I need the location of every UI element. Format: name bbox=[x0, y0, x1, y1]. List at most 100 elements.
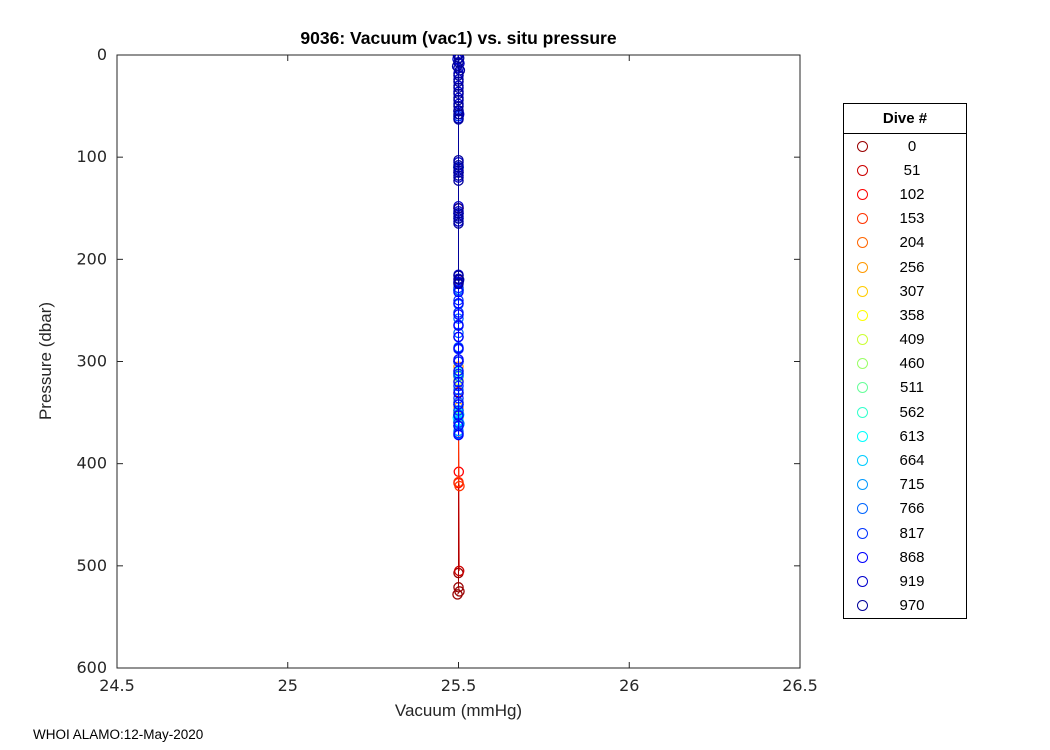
data-point bbox=[453, 331, 464, 343]
x-tick-label: 26 bbox=[619, 676, 639, 695]
legend-entry-label: 460 bbox=[899, 355, 925, 373]
legend-entry: 766 bbox=[844, 497, 966, 521]
legend-entry: 919 bbox=[844, 569, 966, 593]
y-axis-label: Pressure (dbar) bbox=[36, 301, 55, 421]
legend-entry-label: 51 bbox=[903, 161, 921, 179]
legend-marker-icon bbox=[857, 430, 868, 442]
legend-entry: 664 bbox=[844, 448, 966, 472]
legend-marker-icon bbox=[857, 455, 868, 467]
legend-entry-label: 613 bbox=[899, 427, 925, 445]
data-point bbox=[453, 270, 464, 281]
data-point bbox=[453, 170, 464, 181]
data-point bbox=[453, 100, 464, 112]
legend: Dive # 0 51 102 153 204 256 307 358 409 460 511 562… bbox=[843, 103, 967, 619]
data-point bbox=[453, 70, 464, 81]
data-point bbox=[453, 320, 464, 331]
legend-entry: 562 bbox=[844, 400, 966, 424]
y-tick-label: 200 bbox=[76, 249, 107, 268]
x-tick-label: 26.5 bbox=[782, 676, 818, 695]
legend-entry-label: 715 bbox=[899, 476, 925, 494]
legend-entry-label: 204 bbox=[899, 234, 925, 252]
legend-marker-icon bbox=[857, 334, 868, 346]
chart-title: 9036: Vacuum (vac1) vs. situ pressure bbox=[300, 28, 617, 48]
legend-entry-label: 766 bbox=[899, 500, 925, 518]
legend-entry-label: 102 bbox=[899, 185, 925, 203]
data-point bbox=[453, 55, 465, 64]
legend-entry: 0 bbox=[844, 134, 966, 158]
legend-marker-icon bbox=[857, 358, 868, 370]
data-point bbox=[453, 365, 464, 376]
legend-entry-label: 817 bbox=[899, 524, 925, 542]
data-point bbox=[453, 208, 464, 219]
data-point bbox=[453, 82, 464, 93]
data-point bbox=[453, 175, 464, 186]
legend-entry: 358 bbox=[844, 303, 966, 327]
legend-entry: 817 bbox=[844, 521, 966, 545]
x-tick-label: 25 bbox=[278, 676, 298, 695]
data-point bbox=[453, 278, 464, 290]
y-tick-label: 0 bbox=[97, 45, 107, 64]
legend-entry-label: 664 bbox=[899, 452, 925, 470]
legend-entry: 204 bbox=[844, 231, 966, 255]
data-point bbox=[453, 76, 464, 87]
legend-entry: 51 bbox=[844, 158, 966, 182]
data-point bbox=[453, 274, 465, 286]
legend-marker-icon bbox=[857, 600, 868, 612]
legend-marker-icon bbox=[857, 237, 868, 249]
legend-entries: 0 51 102 153 204 256 307 358 409 460 511 562 613 664 7… bbox=[844, 134, 966, 618]
legend-marker-icon bbox=[857, 406, 868, 418]
y-axis-ticks: 0 100 200 300 400 500 600 bbox=[76, 45, 800, 677]
data-point bbox=[453, 109, 464, 120]
legend-marker-icon bbox=[857, 503, 868, 515]
legend-entry-label: 256 bbox=[899, 258, 925, 276]
legend-entry-label: 511 bbox=[900, 379, 924, 397]
legend-marker-icon bbox=[857, 309, 868, 321]
legend-entry-label: 153 bbox=[899, 210, 925, 228]
data-point bbox=[454, 480, 465, 492]
data-point bbox=[453, 165, 464, 176]
legend-marker-icon bbox=[857, 164, 868, 176]
data-point bbox=[453, 565, 465, 577]
legend-marker-icon bbox=[857, 261, 868, 273]
data-point bbox=[453, 399, 464, 410]
legend-marker-icon bbox=[857, 479, 868, 491]
legend-entry: 460 bbox=[844, 352, 966, 376]
data-point bbox=[452, 589, 463, 600]
legend-entry-label: 970 bbox=[899, 597, 925, 615]
legend-entry: 868 bbox=[844, 545, 966, 569]
data-point bbox=[453, 410, 464, 421]
data-point bbox=[453, 429, 464, 441]
data-point bbox=[453, 354, 464, 365]
data-point bbox=[453, 160, 464, 171]
y-tick-label: 500 bbox=[76, 556, 107, 575]
legend-entry: 153 bbox=[844, 207, 966, 231]
x-tick-label: 24.5 bbox=[99, 676, 135, 695]
data-point bbox=[453, 213, 464, 224]
data-point bbox=[454, 65, 466, 76]
data-point bbox=[453, 203, 464, 214]
y-tick-label: 300 bbox=[76, 352, 107, 371]
data-point bbox=[453, 154, 464, 166]
data-point bbox=[453, 309, 464, 320]
legend-entry: 102 bbox=[844, 182, 966, 206]
legend-entry-label: 562 bbox=[899, 403, 925, 421]
data-point bbox=[453, 582, 464, 593]
legend-marker-icon bbox=[857, 188, 868, 200]
footer-note: WHOI ALAMO:12-May-2020 bbox=[33, 727, 204, 742]
legend-marker-icon bbox=[857, 527, 868, 539]
legend-entry-label: 358 bbox=[899, 306, 925, 324]
legend-entry: 511 bbox=[844, 376, 966, 400]
data-point bbox=[453, 218, 464, 229]
legend-entry: 613 bbox=[844, 424, 966, 448]
x-tick-label: 25.5 bbox=[441, 676, 477, 695]
legend-entry: 256 bbox=[844, 255, 966, 279]
data-point bbox=[453, 94, 464, 106]
legend-marker-icon bbox=[857, 285, 868, 297]
data-point bbox=[453, 342, 464, 354]
y-tick-label: 600 bbox=[76, 658, 107, 677]
data-point bbox=[453, 476, 464, 488]
legend-entry-label: 0 bbox=[907, 137, 917, 155]
y-tick-label: 100 bbox=[76, 147, 107, 166]
